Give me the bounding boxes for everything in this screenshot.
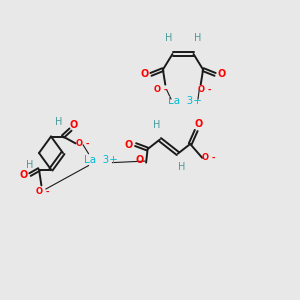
Text: O: O [136, 155, 144, 165]
Text: O: O [218, 69, 226, 80]
Text: H: H [165, 33, 172, 43]
Text: O -: O - [36, 188, 50, 196]
Text: La  3+: La 3+ [84, 154, 117, 165]
Text: La  3+: La 3+ [168, 96, 201, 106]
Text: O -: O - [202, 153, 216, 162]
Text: H: H [178, 162, 185, 172]
Text: H: H [26, 160, 34, 170]
Text: O -: O - [199, 85, 212, 94]
Text: O: O [70, 120, 78, 130]
Text: H: H [153, 120, 160, 130]
Text: O -: O - [154, 85, 168, 94]
Text: O: O [194, 119, 203, 129]
Text: O: O [125, 140, 133, 150]
Text: H: H [55, 117, 62, 128]
Text: O -: O - [76, 139, 90, 148]
Text: H: H [194, 33, 201, 43]
Text: O: O [19, 169, 28, 180]
Text: O: O [140, 69, 148, 80]
